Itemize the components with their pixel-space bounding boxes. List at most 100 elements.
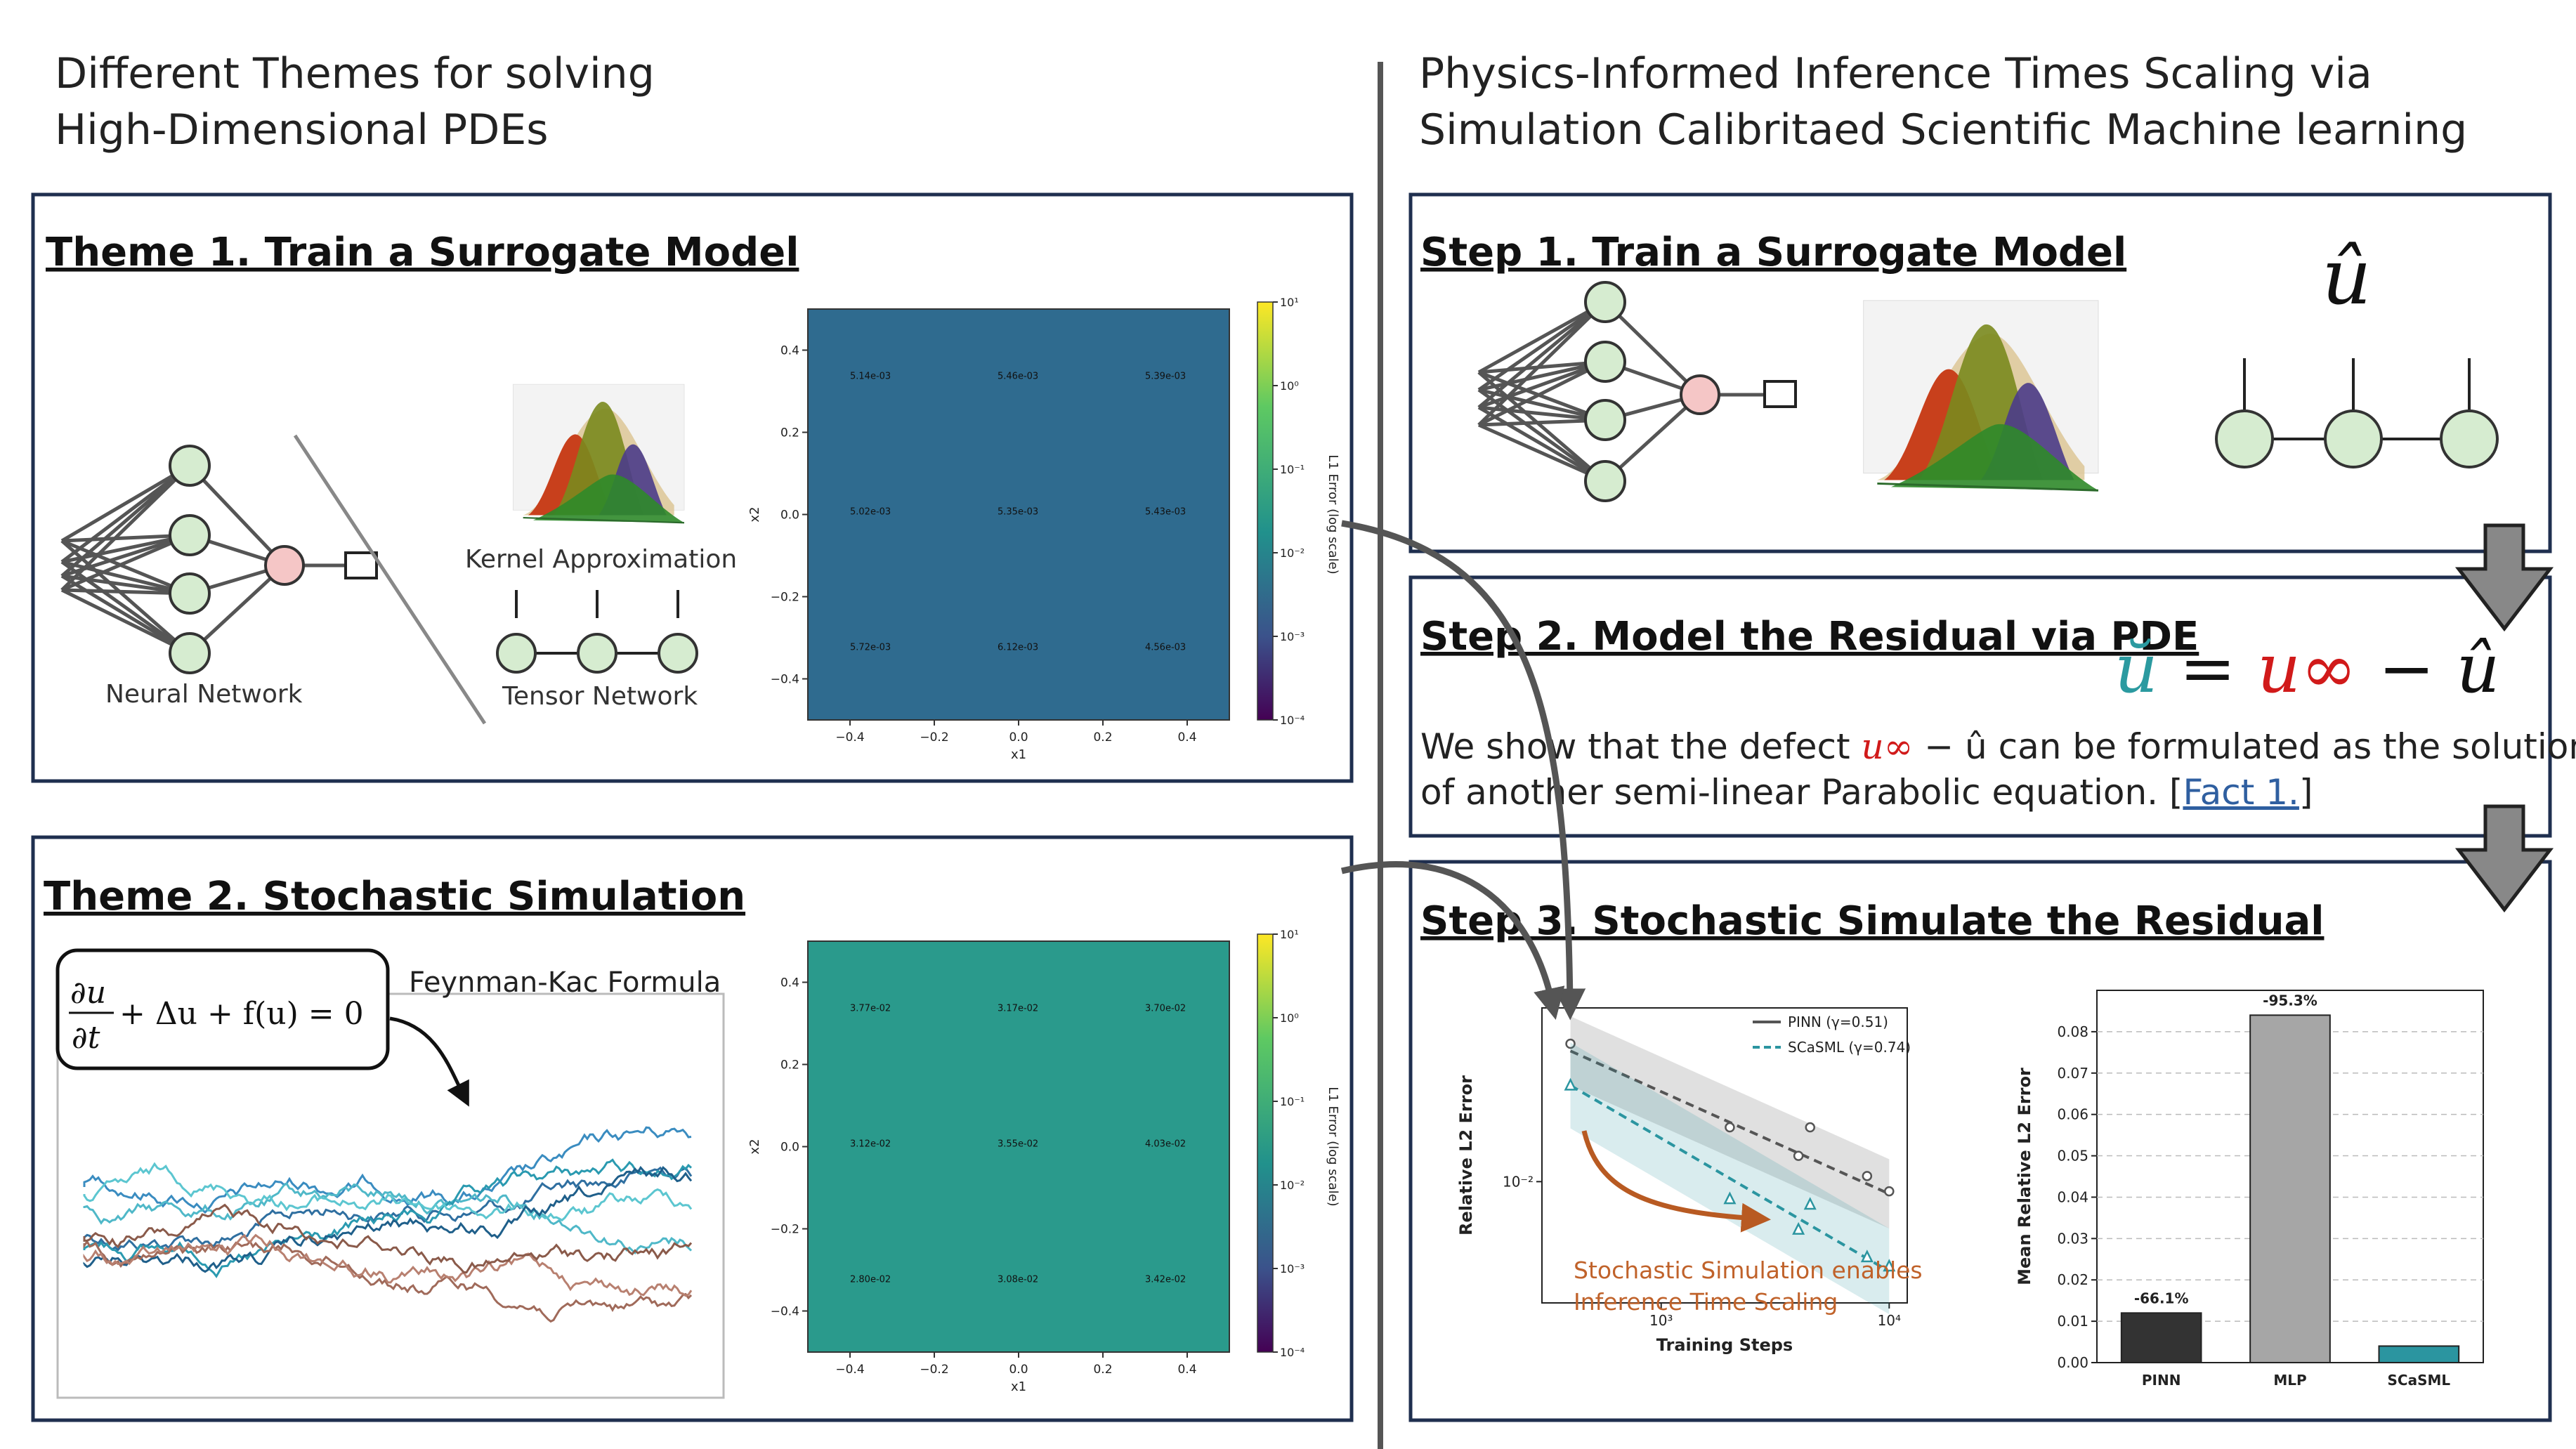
eq-to-paths-arrow bbox=[389, 1016, 469, 1107]
fact-link[interactable]: Fact 1. bbox=[2183, 772, 2299, 813]
random-walk-path bbox=[83, 1182, 693, 1254]
colorbar-tick-label: 10⁻⁴ bbox=[1280, 714, 1305, 727]
data-point bbox=[1793, 1150, 1804, 1161]
data-point bbox=[1805, 1122, 1815, 1133]
step2-description-line1: We show that the defect u∞ − û can be fo… bbox=[1420, 726, 2576, 767]
theme1-to-step3-arrow bbox=[1341, 520, 1586, 1021]
heatmap-cell-label: 3.08e-02 bbox=[998, 1275, 1038, 1285]
eq-numerator: ∂u bbox=[70, 975, 106, 1011]
u-hat-symbol: û bbox=[2322, 232, 2372, 322]
tensor-network-diagram: Tensor Network bbox=[496, 590, 698, 711]
heatmap-cell-label: 3.17e-02 bbox=[998, 1003, 1038, 1014]
y-tick-label: −0.4 bbox=[771, 673, 799, 687]
colorbar-tick-label: 10⁻¹ bbox=[1280, 463, 1305, 476]
heatmap-cell-label: 4.56e-03 bbox=[1145, 643, 1186, 653]
y-tick-label: 0.03 bbox=[2057, 1230, 2088, 1247]
data-point bbox=[1725, 1122, 1735, 1133]
heatmap-cell-label: 5.14e-03 bbox=[850, 371, 891, 381]
heatmap-cell-label: 4.03e-02 bbox=[1145, 1139, 1186, 1150]
data-point bbox=[1884, 1186, 1895, 1197]
heatmap-cell-label: 3.77e-02 bbox=[850, 1003, 891, 1014]
colorbar-tick-label: 10⁻³ bbox=[1280, 630, 1305, 643]
bar bbox=[2120, 1312, 2202, 1364]
y-tick-label: 0.02 bbox=[2057, 1271, 2088, 1288]
theme1-title: Theme 1. Train a Surrogate Model bbox=[46, 230, 799, 275]
left-header-line2: High-Dimensional PDEs bbox=[55, 105, 549, 155]
desc-formula: u∞ bbox=[1862, 726, 1914, 767]
step1-panel: Step 1. Train a Surrogate Model û bbox=[1408, 192, 2552, 553]
feynman-kac-label: Feynman-Kac Formula bbox=[409, 966, 721, 999]
heatmap-cell-label: 5.02e-03 bbox=[850, 507, 891, 518]
data-point bbox=[1883, 1259, 1896, 1272]
x-tick-label: 10³ bbox=[1649, 1312, 1673, 1329]
kernel-label: Kernel Approximation bbox=[465, 545, 737, 574]
heatmap-cell-label: 5.39e-03 bbox=[1145, 371, 1186, 381]
legend-entry: PINN (γ=0.51) bbox=[1788, 1014, 1888, 1030]
data-point bbox=[1565, 1038, 1576, 1049]
step2-equation: ŭ = u∞ − û bbox=[2114, 629, 2499, 708]
bar-chart: 0.00 0.01 0.02 0.03 0.04 0.05 0.06 0.07 0.08 PINN… bbox=[2015, 990, 2484, 1389]
down-arrow-step2-step3 bbox=[2454, 804, 2554, 913]
y-tick-label: 0.06 bbox=[2057, 1106, 2088, 1123]
desc-part2: − û can be formulated as the solution bbox=[1913, 726, 2576, 767]
step2-title: Step 2. Model the Residual via PDE bbox=[1420, 614, 2199, 660]
theme1-slash bbox=[293, 434, 487, 725]
y-tick-label: 0.07 bbox=[2057, 1065, 2088, 1082]
y-tick-label: 0.04 bbox=[2057, 1188, 2088, 1205]
colorbar bbox=[1257, 301, 1274, 721]
x-axis-label: x1 bbox=[1011, 747, 1026, 762]
eq-u-infinity: u∞ bbox=[2257, 629, 2357, 708]
step1-surface-plot bbox=[1862, 299, 2100, 492]
x-axis-label: Training Steps bbox=[1656, 1335, 1793, 1355]
random-walk-paths bbox=[83, 1126, 693, 1323]
random-walk-path bbox=[83, 1203, 693, 1274]
desc-end: ] bbox=[2299, 772, 2313, 813]
x-tick-label: 0.0 bbox=[1009, 730, 1028, 745]
heatmap-cell-label: 5.72e-03 bbox=[850, 643, 891, 653]
heatmap-cell-label: 5.43e-03 bbox=[1145, 507, 1186, 518]
scaling-chart: 10³ 10⁴ 10⁻² Training Steps Relative L2 Erro… bbox=[1456, 1007, 1923, 1355]
y-tick-label: 0.05 bbox=[2057, 1148, 2088, 1165]
colorbar-label: L1 Error (log scale) bbox=[1326, 1087, 1340, 1206]
tensor-label: Tensor Network bbox=[502, 682, 698, 711]
heatmap-cell-label: 2.80e-02 bbox=[850, 1275, 891, 1285]
x-tick-label: MLP bbox=[2273, 1372, 2306, 1389]
colorbar bbox=[1257, 933, 1274, 1353]
eq-rest: + Δu + f(u) = 0 bbox=[119, 996, 364, 1032]
y-tick-label: 0.00 bbox=[2057, 1354, 2088, 1371]
heatmap-cell-label: 5.46e-03 bbox=[998, 371, 1038, 381]
scaling-arrow bbox=[1581, 1130, 1771, 1233]
bar bbox=[2249, 1014, 2331, 1364]
eq-u-breve: ŭ bbox=[2114, 629, 2158, 708]
colorbar-tick-label: 10⁻³ bbox=[1280, 1262, 1305, 1276]
kernel-surface-plot bbox=[512, 383, 686, 524]
random-walk-path bbox=[83, 1162, 693, 1222]
x-tick-label: −0.2 bbox=[920, 730, 948, 745]
theme1-heatmap: 5.14e-03 5.46e-03 5.39e-03 5.02e-03 5.35e-03… bbox=[747, 296, 1340, 762]
y-tick-label: 0.4 bbox=[780, 976, 799, 990]
random-walk-path bbox=[83, 1126, 692, 1214]
x-tick-label: −0.4 bbox=[835, 1363, 864, 1377]
heatmap-cell-label: 3.12e-02 bbox=[850, 1139, 891, 1150]
x-tick-label: 0.2 bbox=[1093, 730, 1112, 745]
down-arrow-step1-step2 bbox=[2454, 523, 2554, 632]
y-tick-label: 0.4 bbox=[780, 344, 799, 358]
theme2-panel: Theme 2. Stochastic Simulation ∂u ∂t + Δ… bbox=[31, 835, 1354, 1422]
x-tick-label: PINN bbox=[2142, 1372, 2181, 1389]
heatmap-cell-label: 6.12e-03 bbox=[998, 643, 1038, 653]
x-tick-label: 0.2 bbox=[1093, 1363, 1112, 1377]
theme2-to-step3-arrow bbox=[1340, 861, 1565, 1020]
left-header-line1: Different Themes for solving bbox=[55, 49, 655, 98]
x-tick-label: 0.0 bbox=[1009, 1363, 1028, 1377]
y-tick-label: 0.0 bbox=[780, 509, 799, 523]
data-point bbox=[1862, 1171, 1873, 1181]
bar bbox=[2378, 1345, 2460, 1364]
theme2-heatmap: 3.77e-02 3.17e-02 3.70e-02 3.12e-02 3.55e-02… bbox=[747, 928, 1340, 1394]
data-point bbox=[1792, 1221, 1805, 1235]
plot-frame bbox=[1541, 1007, 1908, 1304]
nn-label: Neural Network bbox=[105, 680, 303, 709]
right-header-line2: Simulation Calibritaed Scientific Machin… bbox=[1419, 105, 2467, 155]
colorbar-tick-label: 10⁻² bbox=[1280, 546, 1305, 560]
x-tick-label: −0.2 bbox=[920, 1363, 948, 1377]
